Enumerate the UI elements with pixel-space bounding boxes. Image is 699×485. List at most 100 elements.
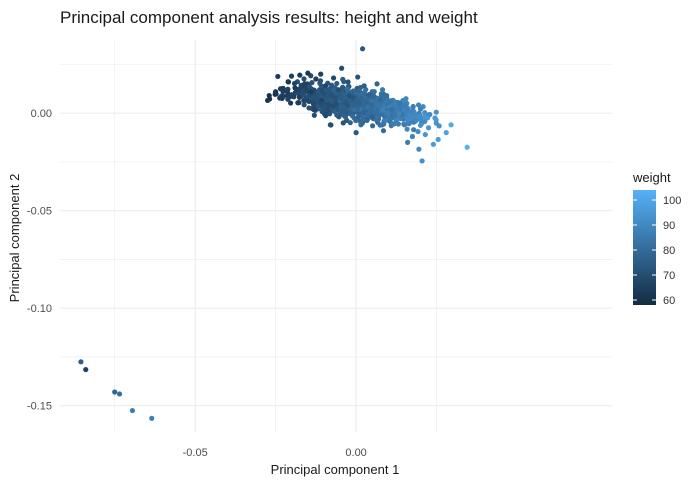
cluster-point <box>325 107 331 113</box>
cluster-point <box>330 87 337 93</box>
cluster-point <box>301 102 307 108</box>
data-point <box>422 131 428 138</box>
data-point <box>327 122 333 128</box>
cluster-point <box>402 103 408 109</box>
data-point <box>353 130 359 136</box>
data-point <box>149 415 155 421</box>
data-point <box>366 92 372 98</box>
data-point <box>413 118 419 124</box>
data-point <box>112 389 118 395</box>
cluster-point <box>291 80 298 87</box>
cluster-point <box>433 120 439 126</box>
cluster-point <box>417 106 424 112</box>
colorbar-ticks: 60 70 80 90 100 <box>633 195 681 307</box>
data-point <box>292 85 298 91</box>
x-tick-label: 0.00 <box>345 447 366 459</box>
cluster-point <box>306 105 312 111</box>
data-point <box>443 130 449 136</box>
data-point <box>464 144 470 150</box>
cluster-point <box>379 87 386 93</box>
data-point <box>339 65 345 71</box>
cluster-point <box>303 97 309 103</box>
data-point <box>345 79 351 85</box>
cluster-point <box>341 79 347 85</box>
data-point <box>78 359 84 365</box>
cluster-point <box>356 88 362 94</box>
cluster-point <box>288 100 294 106</box>
data-point <box>83 366 89 373</box>
legend-title: weight <box>632 170 671 185</box>
cluster-point <box>354 98 360 104</box>
y-tick-label: -0.05 <box>27 206 52 218</box>
data-point <box>305 70 311 76</box>
data-point <box>430 141 436 147</box>
cluster-point <box>409 108 415 114</box>
data-point <box>425 125 432 131</box>
cluster-point <box>415 128 421 135</box>
data-point <box>361 83 367 89</box>
cluster-point <box>410 103 416 110</box>
cluster-point <box>415 102 422 108</box>
x-axis-title: Principal component 1 <box>271 462 400 477</box>
data-point <box>330 75 337 81</box>
data-point <box>377 96 383 103</box>
data-point <box>401 122 407 128</box>
cluster-point <box>309 80 315 86</box>
cluster-point <box>284 89 290 95</box>
cluster-point <box>379 107 386 113</box>
data-point <box>419 158 425 164</box>
cluster-point <box>357 118 363 124</box>
data-point <box>340 120 346 126</box>
cluster-point <box>345 102 351 109</box>
cluster-point <box>340 104 346 110</box>
colorbar-legend: weight 60 70 80 90 100 <box>632 170 681 307</box>
data-point <box>129 407 136 414</box>
cluster-point <box>369 102 375 108</box>
cluster-point <box>369 123 376 129</box>
cluster-point <box>334 80 340 87</box>
cluster-point <box>422 110 428 116</box>
cluster-point <box>411 127 417 133</box>
data-point <box>409 133 416 140</box>
cluster-point <box>364 117 370 123</box>
cluster-point <box>301 76 307 82</box>
cluster-point <box>323 96 329 102</box>
data-point <box>392 112 398 118</box>
data-point <box>308 89 314 95</box>
cluster-point <box>338 95 344 102</box>
data-point <box>405 139 411 145</box>
data-point <box>384 92 390 99</box>
cluster-point <box>392 101 399 107</box>
data-point <box>322 83 329 89</box>
cluster-point <box>422 114 428 120</box>
cluster-point <box>405 107 411 114</box>
data-point <box>266 92 272 99</box>
cluster-point <box>306 84 312 90</box>
cluster-point <box>347 120 353 126</box>
data-point <box>359 46 366 52</box>
data-point <box>374 81 380 87</box>
cluster-point <box>331 108 338 114</box>
cluster-point <box>315 89 321 95</box>
cluster-point <box>361 98 367 104</box>
chart-title: Principal component analysis results: he… <box>60 8 478 27</box>
cluster-point <box>288 92 294 98</box>
data-point <box>396 100 403 106</box>
cluster-point <box>311 112 317 118</box>
data-point <box>388 106 395 112</box>
cluster-point <box>377 122 383 128</box>
cluster-point <box>321 90 327 96</box>
data-point <box>326 101 332 107</box>
cluster-point <box>323 113 329 119</box>
cluster-point <box>329 93 335 99</box>
cluster-point <box>391 121 397 127</box>
cluster-point <box>296 100 302 106</box>
cluster-point <box>366 111 372 117</box>
colorbar-tick-label: 70 <box>663 270 675 282</box>
cluster-point <box>275 73 281 80</box>
cluster-point <box>370 93 376 99</box>
cluster-point <box>288 73 295 79</box>
data-point <box>350 94 356 101</box>
